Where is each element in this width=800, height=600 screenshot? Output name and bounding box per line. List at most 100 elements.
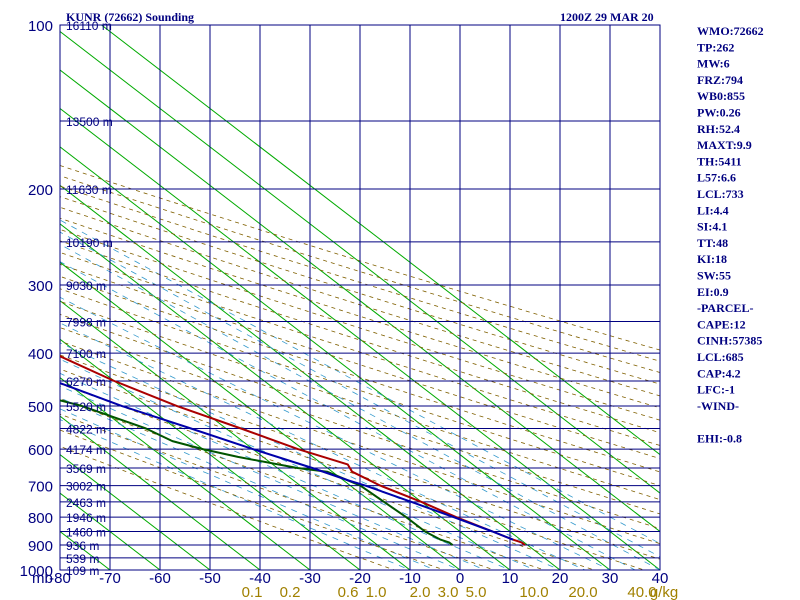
pressure-tick-label: 700 — [28, 479, 53, 496]
height-label: 10190 m — [66, 236, 113, 250]
index-value: CAP:4.2 — [697, 366, 741, 380]
height-label: 1946 m — [66, 511, 106, 525]
isotherm-line — [60, 223, 511, 570]
height-label: 2463 m — [66, 496, 106, 510]
isotherm-line — [0, 25, 10, 570]
height-label: 3569 m — [66, 462, 106, 476]
y-unit-label: mb — [32, 570, 53, 587]
index-value: KI:18 — [697, 252, 727, 266]
dry-adiabat-line — [60, 413, 496, 570]
temperature-tick-label: 0 — [456, 570, 464, 587]
index-value: TH:5411 — [697, 154, 742, 168]
parcel-line — [60, 382, 514, 541]
index-value: L57:6.6 — [697, 171, 736, 185]
temperature-tick-label: 20 — [552, 570, 569, 587]
height-label: 7100 m — [66, 347, 106, 361]
index-value: TT:48 — [697, 236, 728, 250]
indices-panel: WMO:72662 TP:262 MW:6 FRZ:794 WB0:855 PW:0.26… — [697, 24, 764, 446]
index-value: WB0:855 — [697, 89, 745, 103]
height-label: 7998 m — [66, 316, 106, 330]
chart-datetime: 1200Z 29 MAR 20 — [560, 10, 654, 24]
dry-adiabat-line — [60, 354, 660, 560]
index-value: MW:6 — [697, 57, 730, 71]
isotherm-line — [60, 146, 611, 570]
mixing-ratio-label: 40.0 — [627, 584, 656, 600]
mixing-ratio-label: 20.0 — [568, 584, 597, 600]
isotherm-line — [60, 30, 660, 494]
isotherm-line — [60, 377, 311, 570]
index-value: EI:0.9 — [697, 285, 729, 299]
mixing-ratio-label: 3.0 — [438, 584, 459, 600]
temperature-tick-label: -30 — [299, 570, 321, 587]
height-label: 9030 m — [66, 279, 106, 293]
index-value: SW:55 — [697, 269, 731, 283]
height-label: 3002 m — [66, 480, 106, 494]
temperature-tick-label: -70 — [99, 570, 121, 587]
temperature-tick-label: 30 — [602, 570, 619, 587]
height-label: 539 m — [66, 552, 99, 566]
sounding-series — [60, 355, 526, 546]
isotherm-line — [60, 338, 361, 570]
temperature-tick-label: -60 — [149, 570, 171, 587]
index-value: PW:0.26 — [697, 106, 741, 120]
mixing-ratio-label: 2.0 — [410, 584, 431, 600]
index-value: RH:52.4 — [697, 122, 740, 136]
mixing-ratio-label: g/kg — [650, 584, 678, 600]
height-label: 936 m — [66, 539, 99, 553]
index-value: WMO:72662 — [697, 24, 764, 38]
grid-lines — [59, 24, 661, 571]
mixing-ratio-label: 10.0 — [519, 584, 548, 600]
height-label: 5520 m — [66, 400, 106, 414]
temperature-tick-label: -20 — [349, 570, 371, 587]
pressure-tick-label: 200 — [28, 182, 53, 199]
pressure-tick-label: 800 — [28, 510, 53, 527]
isotherm-line — [60, 69, 660, 533]
isotherm-line — [60, 453, 211, 570]
height-label: 109 m — [66, 564, 99, 578]
pressure-tick-label: 500 — [28, 399, 53, 416]
isotherm-line — [101, 25, 660, 456]
pressure-tick-label: 900 — [28, 538, 53, 555]
temperature-tick-label: -80 — [49, 570, 71, 587]
isotherm-line — [60, 107, 660, 570]
mixing-ratio-label: 1.0 — [366, 584, 387, 600]
mixing-ratio-label: 5.0 — [466, 584, 487, 600]
dry-adiabat-line — [60, 340, 660, 545]
temperature-line — [60, 355, 526, 546]
height-label: 1460 m — [66, 526, 106, 540]
mixing-ratio-label: 0.2 — [280, 584, 301, 600]
temperature-tick-label: -50 — [199, 570, 221, 587]
height-label: 6270 m — [66, 375, 106, 389]
pressure-tick-label: 600 — [28, 442, 53, 459]
height-label: 13500 m — [66, 115, 113, 129]
index-value: CAPE:12 — [697, 317, 746, 331]
dewpoint-line — [60, 399, 454, 546]
isotherm-line — [60, 184, 561, 570]
height-label: 4822 m — [66, 422, 106, 436]
isotherm-line — [60, 300, 411, 570]
index-value: MAXT:9.9 — [697, 138, 752, 152]
index-value: -WIND- — [697, 399, 739, 413]
index-value: LCL:685 — [697, 350, 744, 364]
pressure-tick-label: 400 — [28, 346, 53, 363]
height-label: 16110 m — [66, 19, 112, 33]
mixing-ratio-label: 0.1 — [242, 584, 263, 600]
isotherm-line — [60, 415, 261, 570]
chart-title: KUNR (72662) Sounding — [66, 10, 194, 24]
index-value: TP:262 — [697, 40, 734, 54]
temperature-tick-label: 40 — [652, 570, 669, 587]
mixing-ratio-label: 0.6 — [338, 584, 359, 600]
index-value: LCL:733 — [697, 187, 744, 201]
index-value: LFC:-1 — [697, 383, 735, 397]
index-value: LI:4.4 — [697, 203, 729, 217]
dry-adiabat-line — [60, 429, 446, 570]
index-value: CINH:57385 — [697, 334, 762, 348]
index-value: -PARCEL- — [697, 301, 753, 315]
pressure-tick-label: 1000 — [20, 563, 53, 580]
temperature-tick-label: 10 — [502, 570, 519, 587]
index-value: FRZ:794 — [697, 73, 743, 87]
pressure-tick-label: 100 — [28, 18, 53, 35]
temperature-tick-label: -40 — [249, 570, 271, 587]
